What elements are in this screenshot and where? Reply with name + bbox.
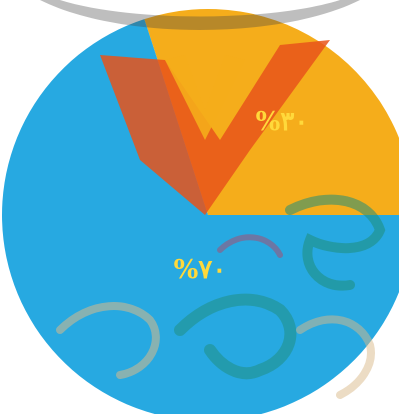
pie-labels: %٣٠ %٧٠ <box>174 107 309 285</box>
pie-slice-label-70: %٧٠ <box>174 255 227 285</box>
pie-slices <box>2 9 399 414</box>
pie-slice-label-30: %٣٠ <box>256 107 309 137</box>
